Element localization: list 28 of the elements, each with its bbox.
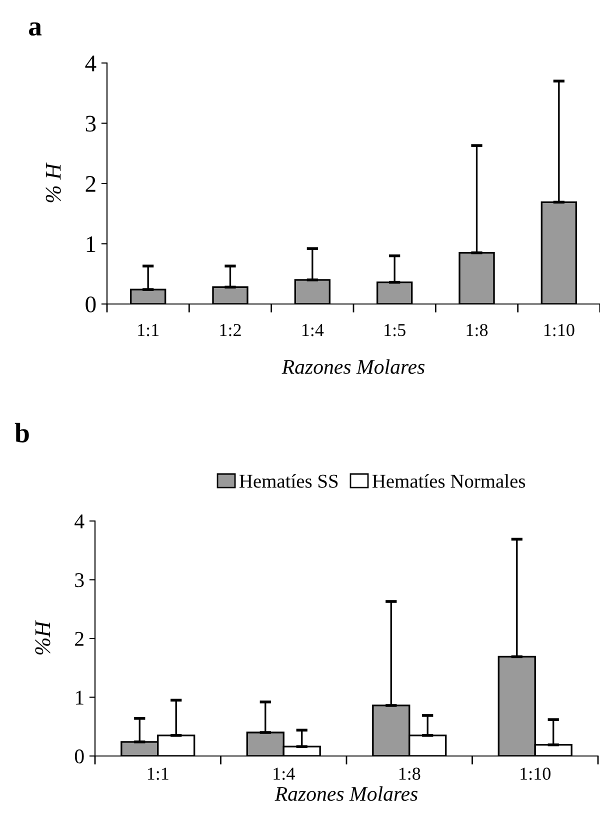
- y-tick-label: 2: [75, 632, 84, 646]
- x-axis-title: Razones Molares: [282, 359, 425, 374]
- x-tick-label: 1:1: [148, 768, 168, 780]
- x-tick-label: 1:8: [399, 768, 420, 780]
- x-tick-label: 1:5: [384, 324, 406, 336]
- chart-title: a: [29, 22, 42, 36]
- x-tick-label: 1:10: [520, 768, 550, 780]
- y-tick-label: 3: [75, 573, 84, 588]
- x-tick-label: 1:4: [302, 324, 324, 336]
- y-tick-label: 3: [86, 116, 96, 132]
- legend-label: Hematíes SS: [239, 474, 338, 488]
- y-tick-label: 1: [86, 236, 96, 252]
- y-tick-label: 4: [85, 56, 96, 72]
- y-tick-label: 0: [86, 296, 96, 312]
- y-tick-label: 0: [74, 749, 84, 764]
- y-tick-label: 4: [74, 514, 84, 528]
- chart-title: b: [14, 422, 29, 442]
- y-tick-label: 2: [86, 176, 96, 192]
- x-tick-label: 1:8: [466, 324, 488, 336]
- x-tick-label: 1:4: [274, 768, 295, 780]
- y-axis-title: %H: [35, 620, 50, 655]
- legend-label: Hematíes Normales: [372, 474, 526, 488]
- x-tick-label: 1:10: [544, 324, 574, 336]
- y-axis-title: % H: [46, 162, 61, 202]
- y-tick-label: 1: [76, 690, 84, 704]
- x-tick-label: 1:1: [138, 324, 159, 336]
- x-axis-title: Razones Molares: [274, 786, 418, 801]
- x-tick-label: 1:2: [220, 324, 241, 336]
